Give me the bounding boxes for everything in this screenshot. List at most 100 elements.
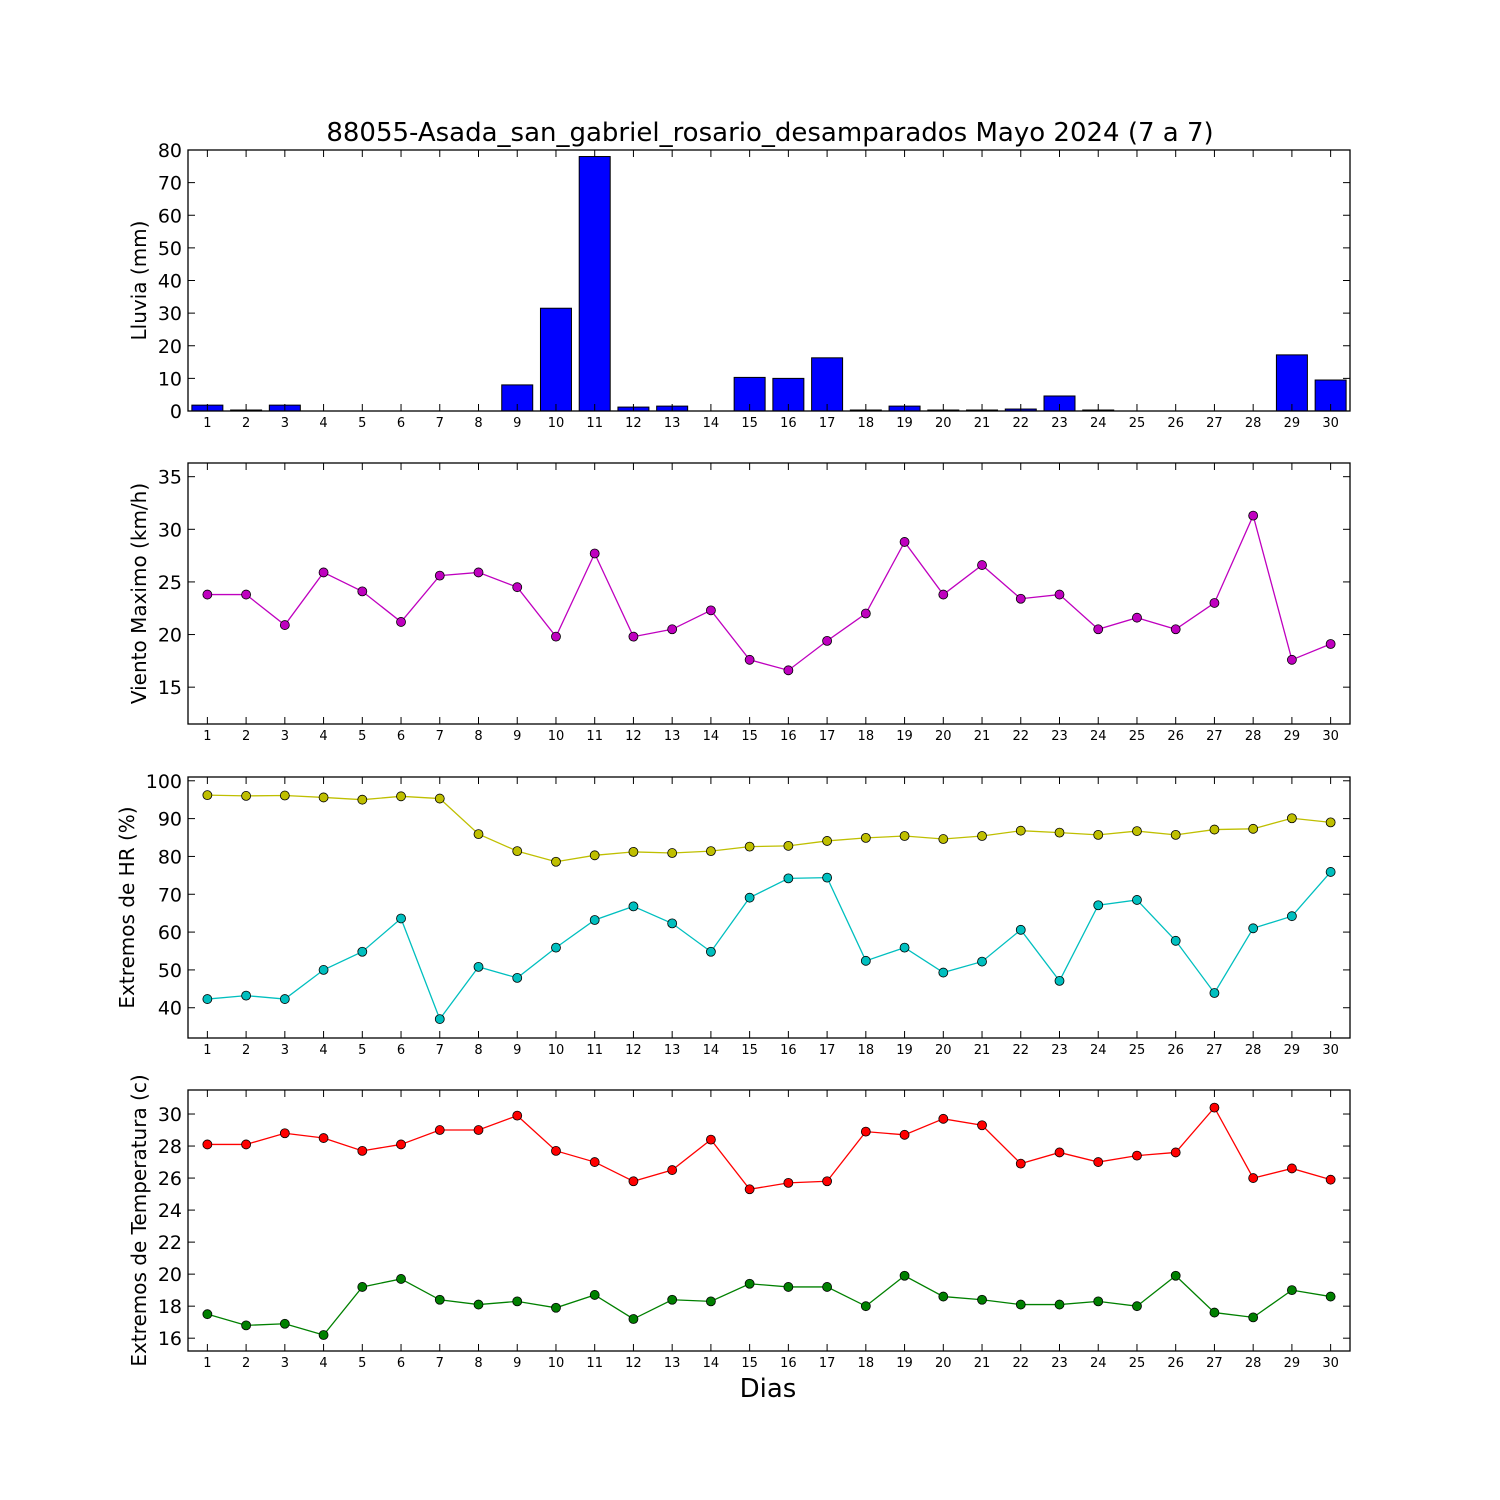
humedad-series-2-point-day-15 <box>744 892 755 903</box>
viento-xtick-label: 2 <box>242 729 250 744</box>
viento-ytick-label: 15 <box>158 677 182 699</box>
temperatura-xtick-label: 4 <box>319 1356 327 1371</box>
viento-xtick-label: 29 <box>1284 729 1301 744</box>
humedad-series-2-point-day-19 <box>899 942 910 953</box>
viento-xtick-label: 25 <box>1129 729 1146 744</box>
humedad-series-1-point-day-1 <box>202 790 213 801</box>
viento-series-1-point-day-28 <box>1248 510 1259 521</box>
temperatura-series-1-point-day-9 <box>512 1110 523 1121</box>
viento-series-1-point-day-29 <box>1287 654 1297 665</box>
temperatura-series-1-point-day-30 <box>1325 1174 1336 1185</box>
lluvia-xtick-label: 23 <box>1051 416 1068 431</box>
viento-series-1-point-day-30 <box>1325 639 1336 649</box>
viento-series-1-point-day-13 <box>667 624 678 635</box>
viento-xtick-label: 19 <box>896 729 913 744</box>
humedad-series-1-point-day-3 <box>279 790 290 801</box>
humedad-ytick-label: 100 <box>146 771 182 793</box>
lluvia-ytick-label: 50 <box>158 238 182 260</box>
humedad-series-1-point-day-28 <box>1248 823 1259 834</box>
humedad-series-1-point-day-27 <box>1209 824 1220 835</box>
temperatura-xtick-label: 1 <box>203 1356 211 1371</box>
humedad-series-2-point-day-21 <box>977 956 987 967</box>
humedad-series-2-point-day-1 <box>202 994 213 1004</box>
temperatura-xtick-label: 12 <box>625 1356 642 1371</box>
viento-xtick-label: 6 <box>397 729 405 744</box>
temperatura-xtick-label: 11 <box>586 1356 603 1371</box>
temperatura-xtick-label: 10 <box>548 1356 565 1371</box>
humedad-series-1-point-day-9 <box>512 846 523 857</box>
temperatura-series-1-point-day-14 <box>706 1134 716 1145</box>
humedad-series-2-point-day-16 <box>783 873 794 884</box>
temperatura-series-2-point-day-7 <box>434 1294 445 1305</box>
viento-xtick-label: 21 <box>974 729 991 744</box>
lluvia-xtick-label: 15 <box>741 416 758 431</box>
temperatura-series-1-point-day-6 <box>396 1139 406 1150</box>
lluvia-xtick-label: 28 <box>1245 416 1262 431</box>
temperatura-xtick-label: 24 <box>1090 1356 1107 1371</box>
temperatura-series-2-point-day-2 <box>241 1320 252 1331</box>
lluvia-bar-day-29 <box>1275 354 1308 412</box>
lluvia-xtick-label: 5 <box>358 416 366 431</box>
temperatura-ytick-label: 30 <box>158 1104 182 1126</box>
temperatura-xtick-label: 5 <box>358 1356 366 1371</box>
humedad-xtick-label: 27 <box>1206 1043 1223 1058</box>
temperatura-series-2-point-day-3 <box>279 1318 290 1329</box>
viento-ytick-label: 25 <box>158 572 182 594</box>
humedad-series-1-point-day-16 <box>783 840 794 851</box>
temperatura-series-2-point-day-29 <box>1287 1285 1297 1296</box>
humedad-xtick-label: 1 <box>203 1043 211 1058</box>
viento-xtick-label: 22 <box>1012 729 1029 744</box>
humedad-series-1-point-day-26 <box>1170 829 1181 840</box>
lluvia-y-axis-label: Lluvia (mm) <box>127 221 151 341</box>
humedad-series-1-point-day-21 <box>977 831 987 841</box>
lluvia-xtick-label: 18 <box>858 416 875 431</box>
temperatura-xtick-label: 23 <box>1051 1356 1068 1371</box>
temperatura-xtick-label: 30 <box>1322 1356 1339 1371</box>
humedad-xtick-label: 16 <box>780 1043 797 1058</box>
humedad-xtick-label: 4 <box>319 1043 327 1058</box>
temperatura-series-2-point-day-9 <box>512 1296 523 1307</box>
lluvia-ytick-label: 0 <box>170 401 182 423</box>
humedad-xtick-label: 13 <box>664 1043 681 1058</box>
temperatura-series-1-line <box>207 1106 1331 1190</box>
temperatura-series-1-point-day-8 <box>473 1125 484 1135</box>
humedad-series-2-point-day-8 <box>473 961 484 972</box>
viento-xtick-label: 11 <box>586 729 603 744</box>
temperatura-series-1-point-day-20 <box>938 1113 949 1124</box>
humedad-xtick-label: 23 <box>1051 1043 1068 1058</box>
viento-series-1-point-day-21 <box>977 560 987 570</box>
temperatura-xtick-label: 18 <box>858 1356 875 1371</box>
humedad-ytick-label: 90 <box>158 809 182 831</box>
temperatura-series-1-point-day-16 <box>783 1177 794 1188</box>
temperatura-xtick-label: 16 <box>780 1356 797 1371</box>
viento-xtick-label: 8 <box>474 729 482 744</box>
temperatura-xtick-label: 26 <box>1167 1356 1184 1371</box>
temperatura-series-2-point-day-24 <box>1093 1296 1104 1307</box>
viento-xtick-label: 23 <box>1051 729 1068 744</box>
temperatura-series-2-point-day-6 <box>396 1274 406 1284</box>
humedad-xtick-label: 15 <box>741 1043 758 1058</box>
temperatura-series-2-point-day-17 <box>822 1282 832 1292</box>
temperatura-xtick-label: 19 <box>896 1356 913 1371</box>
humedad-series-2-point-day-14 <box>706 946 716 957</box>
temperatura-series-2-line <box>207 1274 1331 1336</box>
humedad-series-1-point-day-25 <box>1132 826 1142 836</box>
humedad-series-1-point-day-24 <box>1093 829 1104 840</box>
lluvia-ytick-label: 80 <box>158 140 182 162</box>
lluvia-ytick-label: 40 <box>158 271 182 293</box>
humedad-series-1-point-day-18 <box>860 833 871 843</box>
temperatura-series-2-point-day-20 <box>938 1291 949 1302</box>
humedad-series-2-line <box>207 871 1332 1021</box>
temperatura-series-1-point-day-7 <box>434 1125 445 1135</box>
humedad-series-1-point-day-6 <box>396 791 406 802</box>
viento-series-1-point-day-15 <box>744 654 755 665</box>
humedad-series-1-point-day-4 <box>318 792 329 803</box>
viento-series-1-point-day-27 <box>1209 598 1220 608</box>
humedad-series-2-point-day-27 <box>1209 988 1220 998</box>
humedad-series-2-point-day-4 <box>318 965 329 975</box>
temperatura-series-2-point-day-23 <box>1054 1299 1065 1310</box>
temperatura-ytick-label: 24 <box>158 1200 182 1222</box>
temperatura-series-1-point-day-28 <box>1248 1173 1259 1183</box>
humedad-xtick-label: 8 <box>474 1043 482 1058</box>
humedad-series-2-point-day-24 <box>1093 900 1104 911</box>
